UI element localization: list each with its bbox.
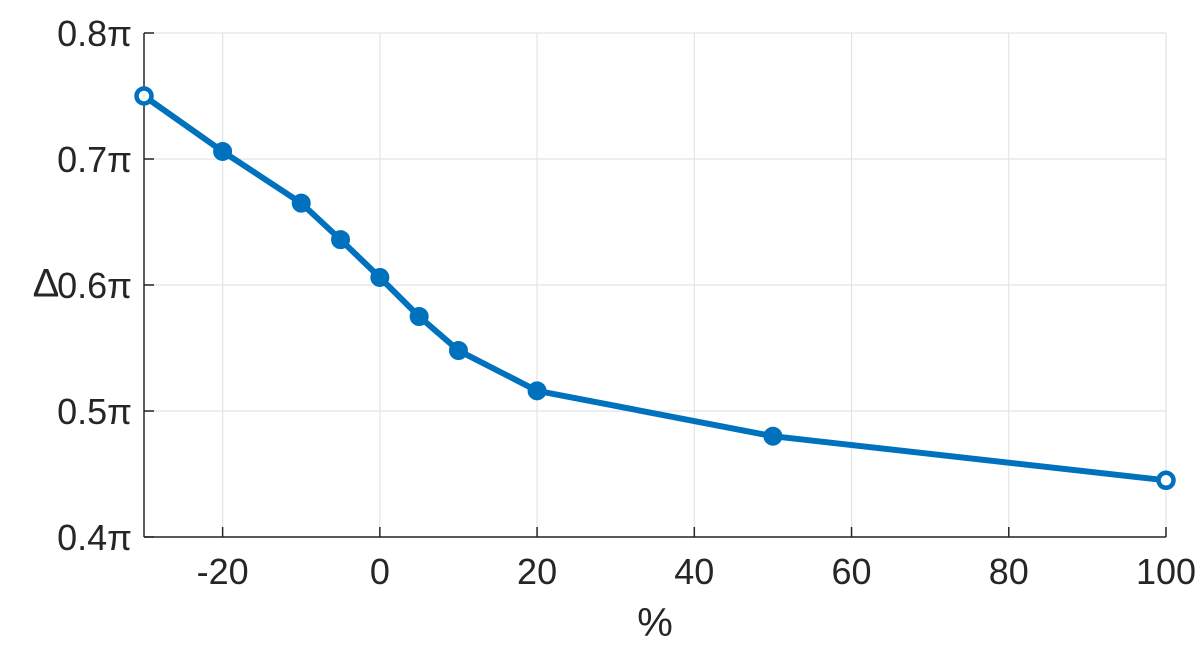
y-tick-label: 0.6π: [57, 265, 132, 306]
y-tick-label: 0.8π: [57, 13, 132, 54]
x-tick-label: 0: [370, 551, 390, 592]
x-tick-label: 40: [674, 551, 714, 592]
data-point: [448, 341, 468, 361]
y-tick-labels: 0.4π 0.5π 0.6π 0.7π 0.8π: [57, 13, 132, 558]
x-axis-label: %: [637, 601, 673, 645]
data-point: [409, 307, 429, 326]
series-line: [141, 93, 1169, 484]
x-tick-label: 100: [1136, 551, 1196, 592]
series-layer: [134, 86, 1176, 491]
x-tick-label: 80: [989, 551, 1029, 592]
y-tick-label: 0.7π: [57, 139, 132, 180]
data-point: [1156, 470, 1176, 491]
data-point: [370, 267, 390, 287]
x-tick-label: 60: [832, 551, 872, 592]
data-point: [291, 193, 311, 213]
data-point: [527, 381, 547, 401]
data-point: [134, 86, 154, 106]
x-tick-labels: -20 0 20 40 60 80 100: [197, 551, 1196, 592]
x-tick-label: -20: [197, 551, 249, 592]
y-tick-label: 0.5π: [57, 391, 132, 432]
y-axis-label: Δ: [33, 262, 60, 306]
data-point: [331, 230, 351, 250]
axes: [143, 32, 1167, 538]
data-point: [763, 426, 783, 446]
data-point: [213, 141, 233, 161]
x-tick-label: 20: [517, 551, 557, 592]
y-tick-label: 0.4π: [57, 517, 132, 558]
